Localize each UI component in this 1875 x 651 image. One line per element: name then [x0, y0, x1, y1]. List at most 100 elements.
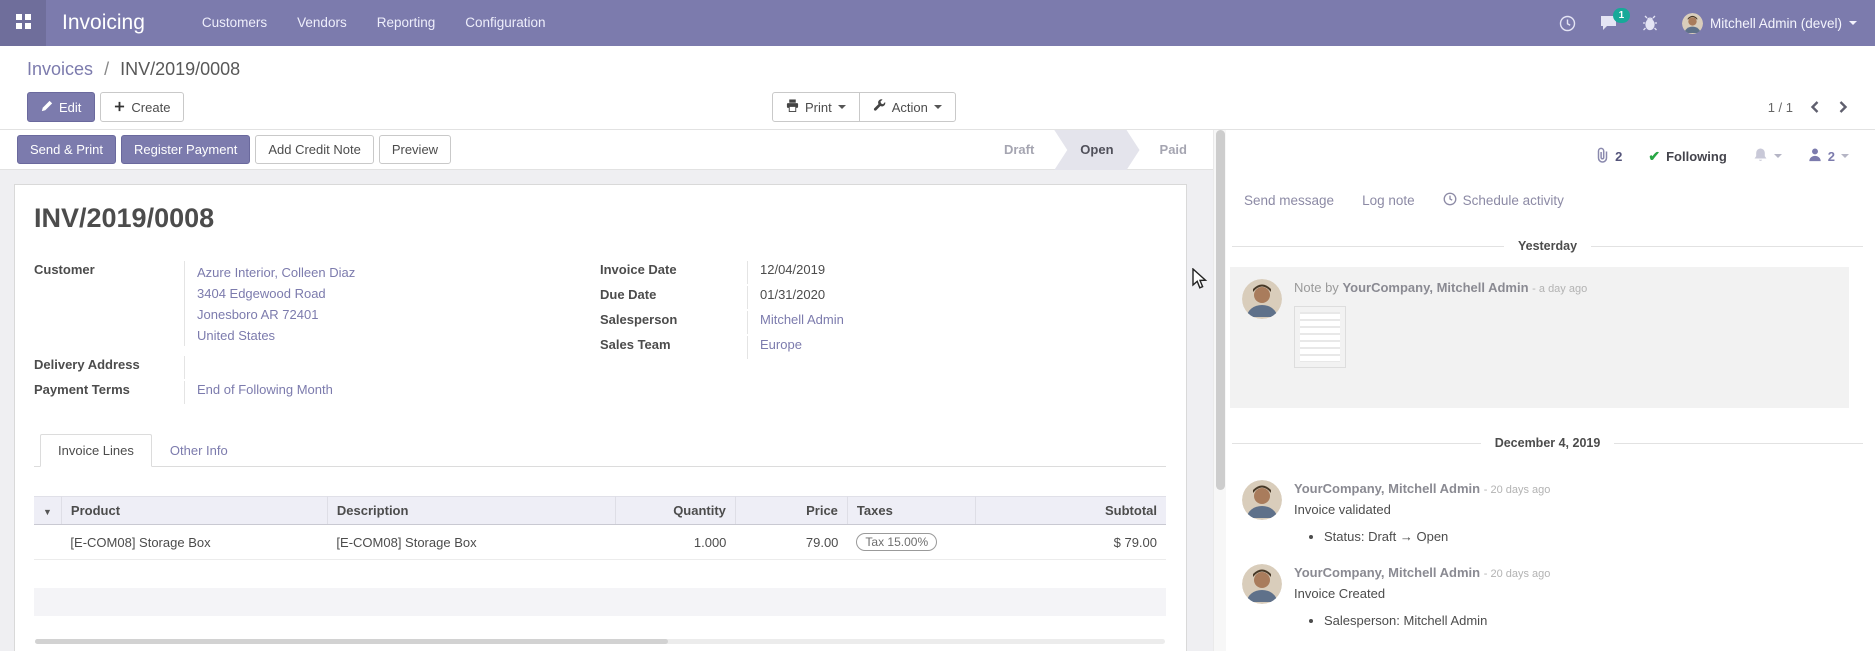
app-name[interactable]: Invoicing [62, 11, 145, 34]
attachment-preview[interactable] [1294, 306, 1346, 368]
salesperson-label: Salesperson [600, 312, 678, 327]
message-author[interactable]: YourCompany, Mitchell Admin [1294, 565, 1481, 580]
avatar [1242, 480, 1282, 520]
empty-row [34, 560, 1166, 588]
customer-label: Customer [34, 262, 95, 277]
column-taxes[interactable]: Taxes [847, 496, 976, 525]
user-menu[interactable]: Mitchell Admin (devel) [1681, 12, 1857, 34]
salesperson-value[interactable]: Mitchell Admin [760, 312, 844, 327]
customer-link[interactable]: Azure Interior, Colleen Diaz [197, 265, 356, 280]
state-paid[interactable]: Paid [1159, 142, 1187, 157]
apps-menu-button[interactable] [0, 0, 46, 46]
date-divider-december: December 4, 2019 [1232, 436, 1864, 450]
message-body: Invoice Created [1294, 586, 1386, 601]
message-body: Invoice validated [1294, 502, 1391, 517]
delivery-address-label: Delivery Address [34, 357, 140, 372]
cell-price: 79.00 [735, 524, 848, 560]
pager: 1 / 1 [1768, 98, 1851, 116]
send-print-button[interactable]: Send & Print [17, 135, 116, 164]
following-button[interactable]: ✔ Following [1648, 148, 1726, 165]
menu-reporting[interactable]: Reporting [376, 15, 436, 30]
attachments-button[interactable]: 2 [1595, 147, 1622, 166]
delivery-address-value [184, 356, 600, 379]
tax-badge: Tax 15.00% [856, 533, 938, 551]
cell-product: [E-COM08] Storage Box [61, 524, 328, 560]
horizontal-scrollbar[interactable] [35, 638, 1165, 644]
customer-value: Azure Interior, Colleen Diaz 3404 Edgewo… [184, 261, 600, 346]
menu-vendors[interactable]: Vendors [297, 15, 347, 30]
subscribe-bell-button[interactable] [1753, 147, 1782, 166]
chatter-message-validated: YourCompany, Mitchell Admin - 20 days ag… [1230, 468, 1849, 546]
column-description[interactable]: Description [327, 496, 616, 525]
sales-team-label: Sales Team [600, 337, 671, 352]
edit-button[interactable]: Edit [27, 92, 96, 122]
customer-address-street[interactable]: 3404 Edgewood Road [197, 286, 326, 301]
sales-team-value[interactable]: Europe [760, 337, 802, 352]
customer-address-city[interactable]: Jonesboro AR 72401 [197, 307, 319, 322]
breadcrumb-invoices[interactable]: Invoices [27, 59, 94, 79]
messages-badge: 1 [1612, 8, 1630, 23]
bell-icon [1753, 147, 1768, 166]
invoice-line-row[interactable]: [E-COM08] Storage Box [E-COM08] Storage … [34, 524, 1166, 560]
message-author[interactable]: YourCompany, Mitchell Admin [1294, 481, 1481, 496]
note-author[interactable]: YourCompany, Mitchell Admin [1342, 280, 1529, 295]
register-payment-button[interactable]: Register Payment [121, 135, 251, 164]
log-note-button[interactable]: Log note [1362, 193, 1415, 208]
debug-bug-icon[interactable] [1642, 15, 1658, 31]
add-credit-note-button[interactable]: Add Credit Note [255, 135, 374, 164]
tab-invoice-lines[interactable]: Invoice Lines [40, 434, 152, 467]
activities-clock-icon[interactable] [1559, 15, 1576, 32]
note-timestamp: - a day ago [1532, 283, 1588, 295]
column-product[interactable]: Product [61, 496, 328, 525]
vertical-scrollbar[interactable] [1213, 130, 1226, 651]
sort-handle-column[interactable]: ▼ [34, 496, 62, 525]
chevron-down-icon [1773, 154, 1782, 158]
plus-icon [114, 100, 125, 115]
due-date-value: 01/31/2020 [747, 286, 1166, 309]
person-icon [1808, 147, 1822, 165]
state-draft[interactable]: Draft [1003, 142, 1035, 157]
payment-terms-value[interactable]: End of Following Month [197, 382, 333, 397]
tab-other-info[interactable]: Other Info [169, 443, 228, 458]
horizontal-scrollbar-thumb[interactable] [35, 638, 668, 644]
invoice-date-label: Invoice Date [600, 262, 677, 277]
status-pipeline: Draft Open Paid [984, 130, 1207, 170]
preview-button[interactable]: Preview [378, 135, 452, 164]
state-open[interactable]: Open [1054, 130, 1139, 170]
create-button[interactable]: Create [100, 92, 185, 122]
invoice-sheet: INV/2019/0008 Customer Azure Interior, C… [14, 184, 1187, 651]
menu-customers[interactable]: Customers [201, 15, 268, 30]
column-quantity[interactable]: Quantity [615, 496, 736, 525]
pager-previous-button[interactable] [1807, 98, 1822, 116]
print-dropdown-button[interactable]: Print [772, 92, 860, 122]
top-navbar: Invoicing Customers Vendors Reporting Co… [0, 0, 1875, 46]
invoice-date-value: 12/04/2019 [747, 261, 1166, 284]
send-message-button[interactable]: Send message [1244, 193, 1335, 208]
column-subtotal[interactable]: Subtotal [975, 496, 1166, 525]
action-dropdown-button[interactable]: Action [858, 92, 956, 122]
chevron-down-icon [1841, 154, 1849, 158]
schedule-activity-button[interactable]: Schedule activity [1443, 192, 1564, 209]
empty-row [34, 587, 1166, 616]
followers-button[interactable]: 2 [1808, 147, 1849, 165]
chatter-note: Note by YourCompany, Mitchell Admin - a … [1230, 267, 1849, 408]
column-price[interactable]: Price [735, 496, 848, 525]
payment-terms-label: Payment Terms [34, 382, 130, 397]
following-label: Following [1666, 148, 1727, 164]
printer-icon [786, 99, 799, 115]
wrench-icon [873, 99, 886, 115]
avatar [1242, 279, 1282, 319]
vertical-scrollbar-thumb[interactable] [1216, 130, 1225, 490]
pager-next-button[interactable] [1836, 98, 1851, 116]
invoice-title: INV/2019/0008 [34, 203, 215, 233]
clock-icon [1443, 192, 1457, 209]
breadcrumb-current: INV/2019/0008 [120, 59, 241, 79]
customer-address-country[interactable]: United States [197, 328, 276, 343]
sort-caret-icon: ▼ [43, 507, 52, 517]
chevron-down-icon [837, 105, 846, 109]
pencil-icon [41, 100, 53, 115]
messages-icon[interactable]: 1 [1600, 8, 1630, 31]
menu-configuration[interactable]: Configuration [465, 15, 546, 30]
cell-subtotal: $ 79.00 [975, 524, 1166, 560]
chevron-down-icon [1849, 21, 1857, 25]
